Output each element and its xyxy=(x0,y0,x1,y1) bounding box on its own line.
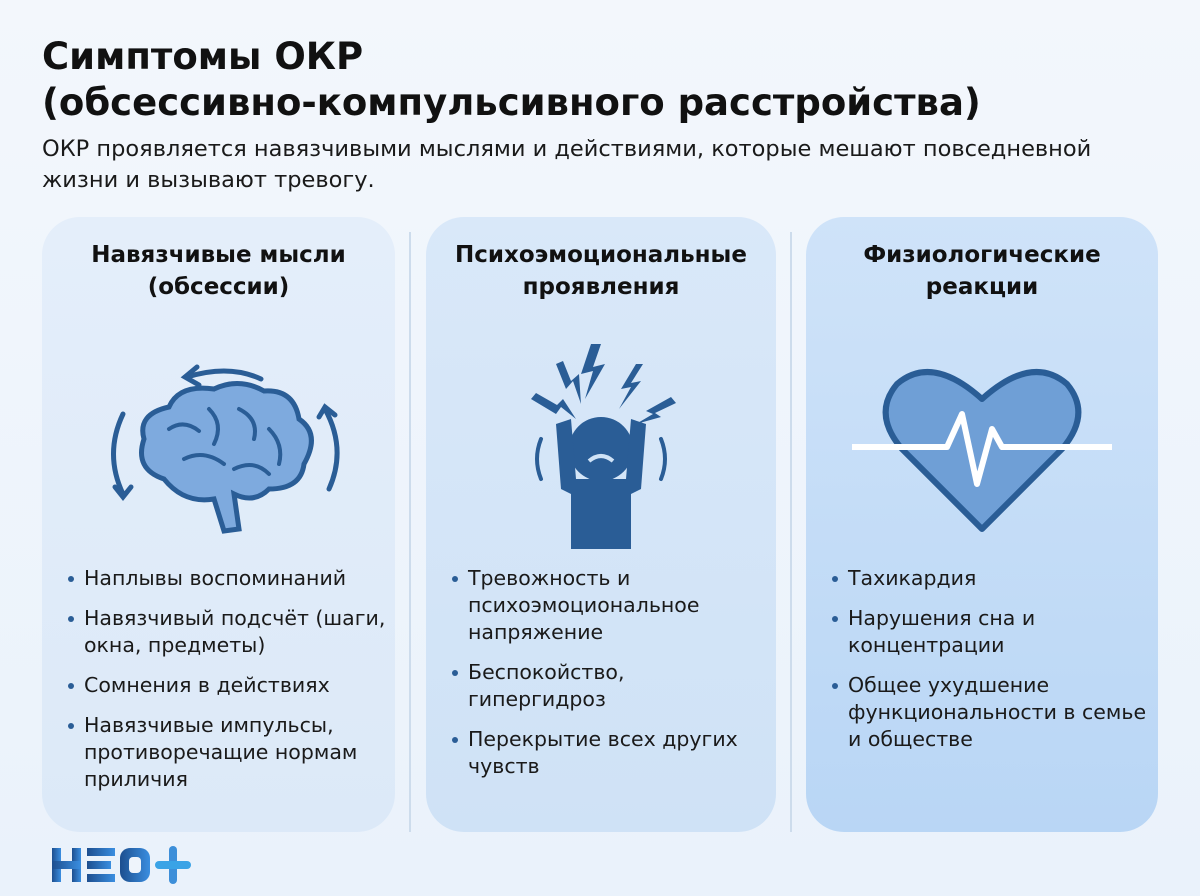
stressed-person-icon xyxy=(531,344,676,549)
divider xyxy=(790,232,792,832)
card-heading: Психоэмоциональные проявления xyxy=(455,242,747,300)
list-item: Навязчивые импульсы, противоречащие норм… xyxy=(66,712,387,793)
list-item: Тревожность и психоэмоциональное напряже… xyxy=(450,565,768,646)
title-line-1: Симптомы ОКР xyxy=(42,35,364,78)
brain-cycle-icon xyxy=(110,364,339,534)
card-obsessions: Навязчивые мысли (обсессии) Наплывы восп… xyxy=(42,217,395,832)
heart-pulse-icon xyxy=(852,369,1112,532)
list-item: Тахикардия xyxy=(830,565,1150,592)
list-item: Наплывы воспоминаний xyxy=(66,565,387,592)
symptom-list: Тревожность и психоэмоциональное напряже… xyxy=(450,565,768,793)
list-item: Сомнения в действиях xyxy=(66,672,387,699)
symptom-list: Наплывы воспоминаний Навязчивый подсчёт … xyxy=(66,565,387,806)
divider xyxy=(409,232,411,832)
card-heading: Физиологические реакции xyxy=(863,242,1101,300)
card-physiological: Физиологические реакции Тахикардия Наруш… xyxy=(806,217,1158,832)
title-line-2: (обсессивно-компульсивного расстройства) xyxy=(42,81,981,124)
card-heading: Навязчивые мысли (обсессии) xyxy=(91,242,346,300)
card-psychoemotional: Психоэмоциональные проявления Тревожност… xyxy=(426,217,776,832)
list-item: Нарушения сна и концентрации xyxy=(830,605,1150,659)
page-subtitle: ОКР проявляется навязчивыми мыслями и де… xyxy=(42,136,1092,193)
list-item: Беспокойство, гипергидроз xyxy=(450,659,768,713)
list-item: Перекрытие всех других чувств xyxy=(450,726,768,780)
brand-logo xyxy=(52,846,191,884)
page-title: Симптомы ОКР (обсессивно-компульсивного … xyxy=(42,34,981,126)
list-item: Навязчивый подсчёт (шаги, окна, предметы… xyxy=(66,605,387,659)
symptom-list: Тахикардия Нарушения сна и концентрации … xyxy=(830,565,1150,766)
list-item: Общее ухудшение функциональности в семье… xyxy=(830,672,1150,753)
